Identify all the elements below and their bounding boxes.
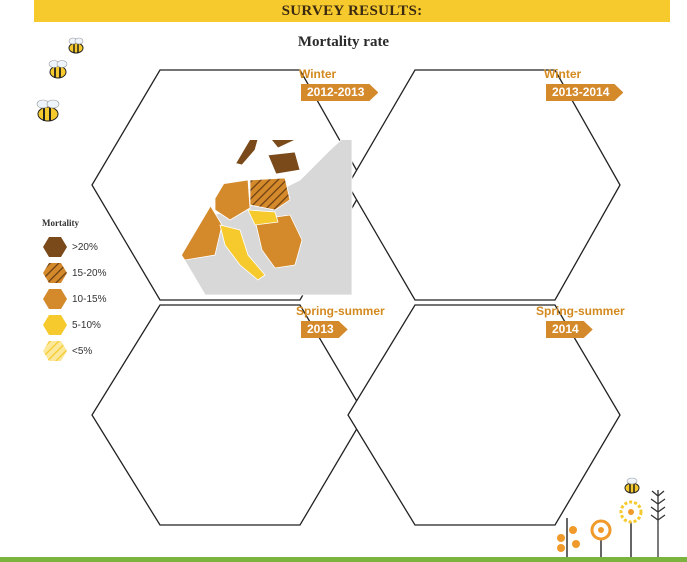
flower-icon bbox=[619, 500, 643, 557]
legend-title: Mortality bbox=[42, 218, 79, 228]
region-finland bbox=[264, 140, 303, 149]
legend-item: >20% bbox=[42, 234, 142, 260]
legend-swatch bbox=[43, 263, 67, 283]
map-season-winter-2012: Winter bbox=[299, 67, 337, 81]
flower-icon bbox=[650, 490, 666, 557]
legend-label: 5-10% bbox=[72, 319, 101, 331]
legend-label: 10-15% bbox=[72, 293, 107, 305]
legend-label: <5% bbox=[72, 345, 93, 357]
region-poland bbox=[249, 177, 291, 211]
legend-item: 5-10% bbox=[42, 312, 142, 338]
legend-label: 15-20% bbox=[72, 267, 107, 279]
legend: Mortality >20% 15-20% 10-15% 5-10% <5% bbox=[42, 218, 142, 364]
map-season-winter-2013: Winter bbox=[544, 67, 582, 81]
bee-icon bbox=[624, 477, 640, 494]
region-germany bbox=[214, 179, 251, 221]
map-season-spring-2013: Spring-summer bbox=[296, 304, 385, 318]
legend-item: <5% bbox=[42, 338, 142, 364]
bee-icon bbox=[68, 37, 84, 54]
legend-label: >20% bbox=[72, 241, 98, 253]
legend-swatch bbox=[43, 341, 67, 361]
legend-item: 15-20% bbox=[42, 260, 142, 286]
region-central bbox=[247, 209, 279, 226]
flower-icon bbox=[557, 518, 580, 557]
region-balkans bbox=[254, 214, 303, 269]
map-frame-spring-2013 bbox=[91, 304, 366, 526]
legend-swatch bbox=[43, 237, 67, 257]
flower-icon bbox=[590, 519, 612, 557]
map-period-winter-2013: 2013-2014 bbox=[546, 84, 623, 101]
bee-icon bbox=[48, 60, 68, 79]
legend-item: 10-15% bbox=[42, 286, 142, 312]
map-season-spring-2014: Spring-summer bbox=[536, 304, 625, 318]
legend-swatch bbox=[43, 289, 67, 309]
page-title: SURVEY RESULTS: bbox=[281, 2, 423, 19]
region-baltics bbox=[267, 151, 301, 175]
map-frame-winter-2013 bbox=[347, 69, 621, 301]
map-subtitle: Mortality rate bbox=[297, 34, 390, 50]
region-italy bbox=[219, 224, 266, 281]
header-banner: SURVEY RESULTS: bbox=[34, 0, 670, 22]
map-period-winter-2012: 2012-2013 bbox=[301, 84, 378, 101]
legend-swatch bbox=[43, 315, 67, 335]
map-period-spring-2014: 2014 bbox=[546, 321, 593, 338]
map-period-spring-2013: 2013 bbox=[301, 321, 348, 338]
bee-icon bbox=[36, 99, 60, 122]
ground-strip bbox=[0, 557, 687, 562]
map-frame-spring-2014 bbox=[347, 304, 621, 526]
